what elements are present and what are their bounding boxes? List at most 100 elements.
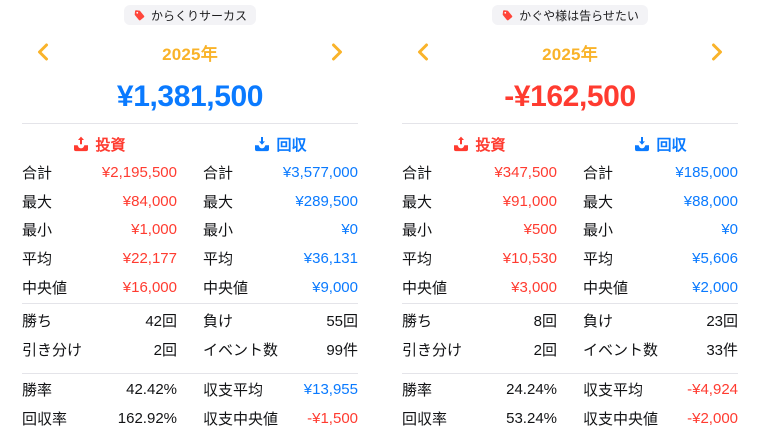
stat-label: 最大 (583, 193, 614, 211)
year-label: 2025年 (542, 44, 598, 64)
stat-label: 合計 (203, 164, 234, 182)
summary-value: -¥4,924 (687, 381, 738, 399)
record-value: 23回 (706, 312, 738, 330)
stat-row: 最大 ¥289,500 (203, 187, 358, 216)
year-nav: 2025年 (22, 41, 358, 64)
record-row: 引き分け 2回 (402, 335, 557, 364)
stat-value: ¥91,000 (502, 192, 557, 210)
next-year-button[interactable] (710, 42, 724, 62)
divider (22, 372, 358, 374)
divider (402, 302, 738, 304)
chevron-left-icon (38, 43, 48, 61)
stat-value: ¥347,500 (494, 163, 557, 181)
stat-row: 中央値 ¥2,000 (583, 273, 738, 302)
record-value: 42回 (145, 312, 177, 330)
tag-badge[interactable]: からくりサーカス (123, 5, 256, 25)
stat-label: 中央値 (402, 280, 448, 298)
summary-value: 162.92% (117, 410, 177, 428)
stat-label: 中央値 (203, 280, 249, 298)
record-value: 55回 (326, 312, 358, 330)
stat-row: 中央値 ¥3,000 (402, 273, 557, 302)
tag-badge[interactable]: かぐや様は告らせたい (492, 5, 648, 25)
summary-row: 収支中央値 -¥2,000 (583, 404, 738, 433)
stat-row: 平均 ¥5,606 (583, 244, 738, 273)
record-row: 引き分け 2回 (22, 335, 177, 364)
record-label: イベント数 (203, 341, 279, 359)
summary-row: 収支平均 ¥13,955 (203, 376, 358, 405)
record-label: 引き分け (22, 341, 83, 359)
stat-row: 最大 ¥84,000 (22, 187, 177, 216)
record-label: 勝ち (402, 312, 433, 330)
stat-value: ¥3,577,000 (282, 163, 358, 181)
stat-value: ¥289,500 (295, 192, 358, 210)
divider (22, 302, 358, 304)
record-row: 勝ち 42回 (22, 306, 177, 335)
stat-row: 最小 ¥1,000 (22, 216, 177, 245)
chevron-right-icon (711, 43, 722, 61)
record-row: 負け 23回 (583, 306, 738, 335)
summary-label: 収支平均 (203, 382, 264, 400)
stat-label: 平均 (203, 251, 234, 269)
tray-arrow-up-icon (454, 136, 469, 152)
stat-row: 最小 ¥0 (203, 216, 358, 245)
stat-row: 中央値 ¥9,000 (203, 273, 358, 302)
stat-row: 平均 ¥36,131 (203, 244, 358, 273)
invest-collect-section: 投資 合計 ¥347,500 最大 ¥91,000 最小 ¥500 平均 ¥10,530… (402, 124, 738, 302)
collect-header: 回収 (583, 130, 738, 158)
summary-label: 勝率 (402, 382, 433, 400)
invest-collect-section: 投資 合計 ¥2,195,500 最大 ¥84,000 最小 ¥1,000 平均 ¥22… (22, 124, 358, 302)
tag-label: かぐや様は告らせたい (519, 8, 639, 23)
tag-badge-row: からくりサーカス (22, 5, 358, 25)
collect-title: 回収 (276, 136, 307, 154)
stat-label: 最小 (22, 222, 53, 240)
summary-value: 24.24% (506, 381, 557, 399)
record-row: イベント数 99件 (203, 335, 358, 364)
stat-label: 最小 (583, 222, 614, 240)
stat-label: 合計 (402, 164, 433, 182)
tray-arrow-down-icon (635, 137, 650, 152)
stat-value: ¥0 (341, 221, 358, 239)
stat-row: 中央値 ¥16,000 (22, 273, 177, 302)
year-nav: 2025年 (402, 41, 738, 64)
prev-year-button[interactable] (36, 42, 50, 62)
summary-row: 回収率 53.24% (402, 404, 557, 433)
stat-value: ¥5,606 (692, 250, 738, 268)
stat-value: ¥9,000 (312, 279, 358, 297)
stat-row: 平均 ¥22,177 (22, 244, 177, 273)
invest-header: 投資 (402, 130, 557, 158)
stat-label: 中央値 (22, 280, 68, 298)
invest-header: 投資 (22, 130, 177, 158)
stat-row: 合計 ¥347,500 (402, 158, 557, 187)
divider (22, 123, 358, 124)
tag-icon (134, 9, 145, 20)
invest-column: 投資 合計 ¥347,500 最大 ¥91,000 最小 ¥500 平均 ¥10,530… (402, 124, 557, 302)
record-value: 33件 (706, 341, 738, 359)
record-label: 負け (583, 312, 614, 330)
chevron-left-icon (418, 43, 428, 61)
record-section: 勝ち 42回 引き分け 2回 負け 55回 イベント数 99件 (22, 306, 358, 364)
next-year-button[interactable] (330, 42, 344, 62)
stat-label: 中央値 (583, 280, 629, 298)
summary-label: 収支中央値 (203, 411, 279, 429)
collect-column: 回収 合計 ¥3,577,000 最大 ¥289,500 最小 ¥0 平均 ¥36,13… (203, 124, 358, 302)
tray-arrow-up-icon (74, 136, 89, 152)
total-balance: ¥1,381,500 (116, 80, 264, 113)
collect-title: 回収 (656, 136, 687, 154)
invest-title: 投資 (475, 136, 506, 154)
record-row: 勝ち 8回 (402, 306, 557, 335)
invest-title: 投資 (95, 136, 126, 154)
stat-row: 合計 ¥185,000 (583, 158, 738, 187)
stat-value: ¥3,000 (511, 279, 557, 297)
prev-year-button[interactable] (416, 42, 430, 62)
stat-label: 最小 (203, 222, 234, 240)
summary-row: 収支平均 -¥4,924 (583, 376, 738, 405)
summary-label: 収支平均 (583, 382, 644, 400)
stat-label: 最大 (22, 193, 53, 211)
divider (402, 372, 738, 374)
collect-header: 回収 (203, 130, 358, 158)
record-label: イベント数 (583, 341, 659, 359)
stat-label: 合計 (583, 164, 614, 182)
summary-value: ¥13,955 (303, 381, 358, 399)
summary-label: 勝率 (22, 382, 53, 400)
stat-value: ¥84,000 (122, 192, 177, 210)
